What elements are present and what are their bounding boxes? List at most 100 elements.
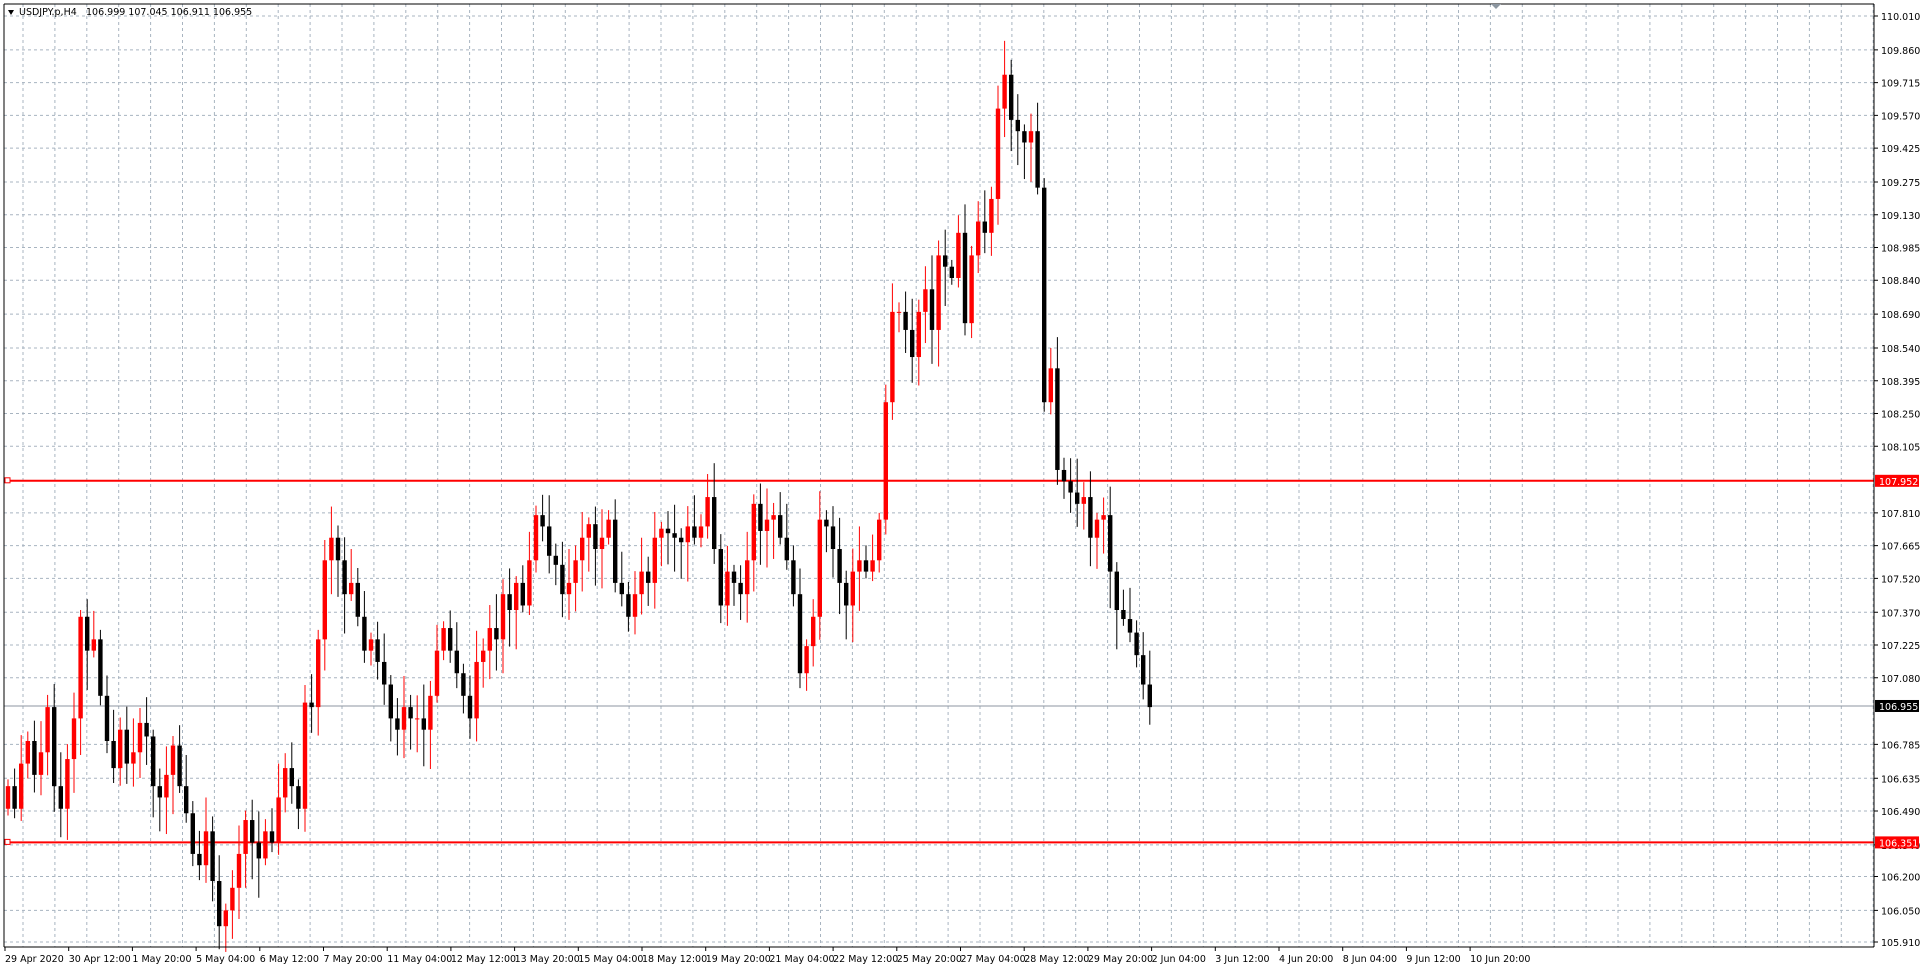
bear-candle (58, 786, 63, 809)
bull-candle (705, 497, 710, 527)
time-label: 18 May 12:00 (642, 954, 707, 965)
axes (3, 3, 1875, 948)
price-label: 108.690 (1881, 310, 1920, 321)
bull-candle (976, 221, 981, 256)
bull-candle (527, 560, 532, 606)
bull-candle (78, 616, 83, 719)
bear-candle (520, 582, 525, 606)
bull-candle (606, 519, 611, 538)
bear-candle (1009, 74, 1014, 120)
bear-candle (494, 628, 499, 640)
bear-candle (85, 616, 90, 651)
bull-candle (1028, 131, 1034, 143)
bear-candle (461, 673, 466, 696)
time-label: 13 May 20:00 (515, 954, 580, 965)
bear-candle (177, 745, 182, 787)
bull-candle (811, 616, 816, 647)
bull-candle (652, 537, 657, 583)
bear-candle (269, 831, 275, 843)
bear-candle (929, 289, 935, 330)
bear-candle (1127, 619, 1133, 633)
bear-candle (547, 526, 552, 556)
bear-candle (375, 639, 380, 662)
bear-candle (1022, 131, 1027, 143)
bid-price-label: 106.955 (1879, 702, 1918, 713)
bear-candle (421, 718, 426, 730)
bear-candle (184, 786, 189, 814)
bull-candle (71, 718, 77, 760)
bear-candle (692, 526, 697, 538)
bull-candle (533, 515, 539, 561)
bull-candle (283, 768, 288, 798)
time-label: 12 May 12:00 (451, 954, 516, 965)
collapse-arrow-icon[interactable] (8, 10, 14, 15)
price-label: 108.395 (1881, 377, 1920, 388)
bull-candle (223, 910, 228, 927)
price-label: 107.370 (1881, 608, 1920, 619)
chart-shift-marker-icon[interactable] (1491, 4, 1501, 9)
time-label: 28 May 12:00 (1024, 954, 1089, 965)
price-label: 108.250 (1881, 410, 1920, 421)
bear-candle (395, 718, 400, 730)
bull-candle (896, 311, 902, 313)
bear-candle (1042, 187, 1047, 403)
price-label: 109.425 (1881, 144, 1920, 155)
bull-candle (203, 831, 209, 866)
bear-candle (454, 650, 459, 674)
bear-candle (98, 639, 103, 696)
price-label: 110.010 (1881, 12, 1920, 23)
bull-candle (368, 639, 374, 651)
bull-candle (580, 537, 585, 561)
bull-candle (500, 594, 506, 640)
grid (4, 4, 1874, 947)
bear-candle (982, 221, 987, 233)
price-label: 106.635 (1881, 774, 1920, 785)
bear-candle (791, 560, 796, 595)
bear-candle (217, 881, 222, 927)
bear-candle (731, 571, 737, 583)
bull-candle (936, 255, 941, 330)
time-label: 21 May 04:00 (769, 954, 834, 965)
bear-candle (32, 740, 37, 775)
bear-candle (382, 661, 387, 685)
price-label: 106.785 (1881, 740, 1920, 751)
bear-candle (962, 232, 968, 324)
bear-candle (250, 820, 255, 843)
bear-candle (1055, 368, 1060, 470)
bull-candle (804, 646, 809, 674)
bull-candle (230, 887, 235, 911)
bull-candle (131, 752, 136, 764)
price-label: 106.490 (1881, 807, 1920, 818)
time-label: 27 May 04:00 (961, 954, 1026, 965)
bull-candle (164, 774, 169, 798)
time-label: 15 May 04:00 (578, 954, 643, 965)
price-label: 109.130 (1881, 211, 1920, 222)
bull-candle (745, 560, 750, 595)
bear-candle (593, 524, 598, 550)
bull-candle (45, 707, 50, 753)
bear-candle (758, 503, 763, 531)
candles (5, 40, 1152, 952)
bear-candle (797, 594, 803, 674)
chart-title-ohlc: 106.999 107.045 106.911 106.955 (86, 7, 252, 18)
bear-candle (1114, 571, 1119, 610)
bull-candle (434, 650, 440, 696)
bear-candle (144, 722, 149, 737)
bear-candle (355, 582, 360, 617)
bull-candle (725, 571, 730, 606)
bull-candle (771, 515, 776, 520)
price-label: 108.540 (1881, 344, 1920, 355)
time-label: 7 May 20:00 (324, 954, 383, 965)
bear-candle (190, 813, 195, 854)
bull-candle (995, 108, 1001, 199)
bull-candle (236, 853, 242, 888)
bear-candle (1068, 481, 1073, 493)
bear-candle (408, 707, 413, 719)
bear-candle (467, 695, 473, 719)
time-label: 29 Apr 2020 (5, 954, 64, 965)
bear-candle (830, 526, 836, 550)
price-label: 109.570 (1881, 111, 1920, 122)
price-label: 106.200 (1881, 873, 1920, 884)
